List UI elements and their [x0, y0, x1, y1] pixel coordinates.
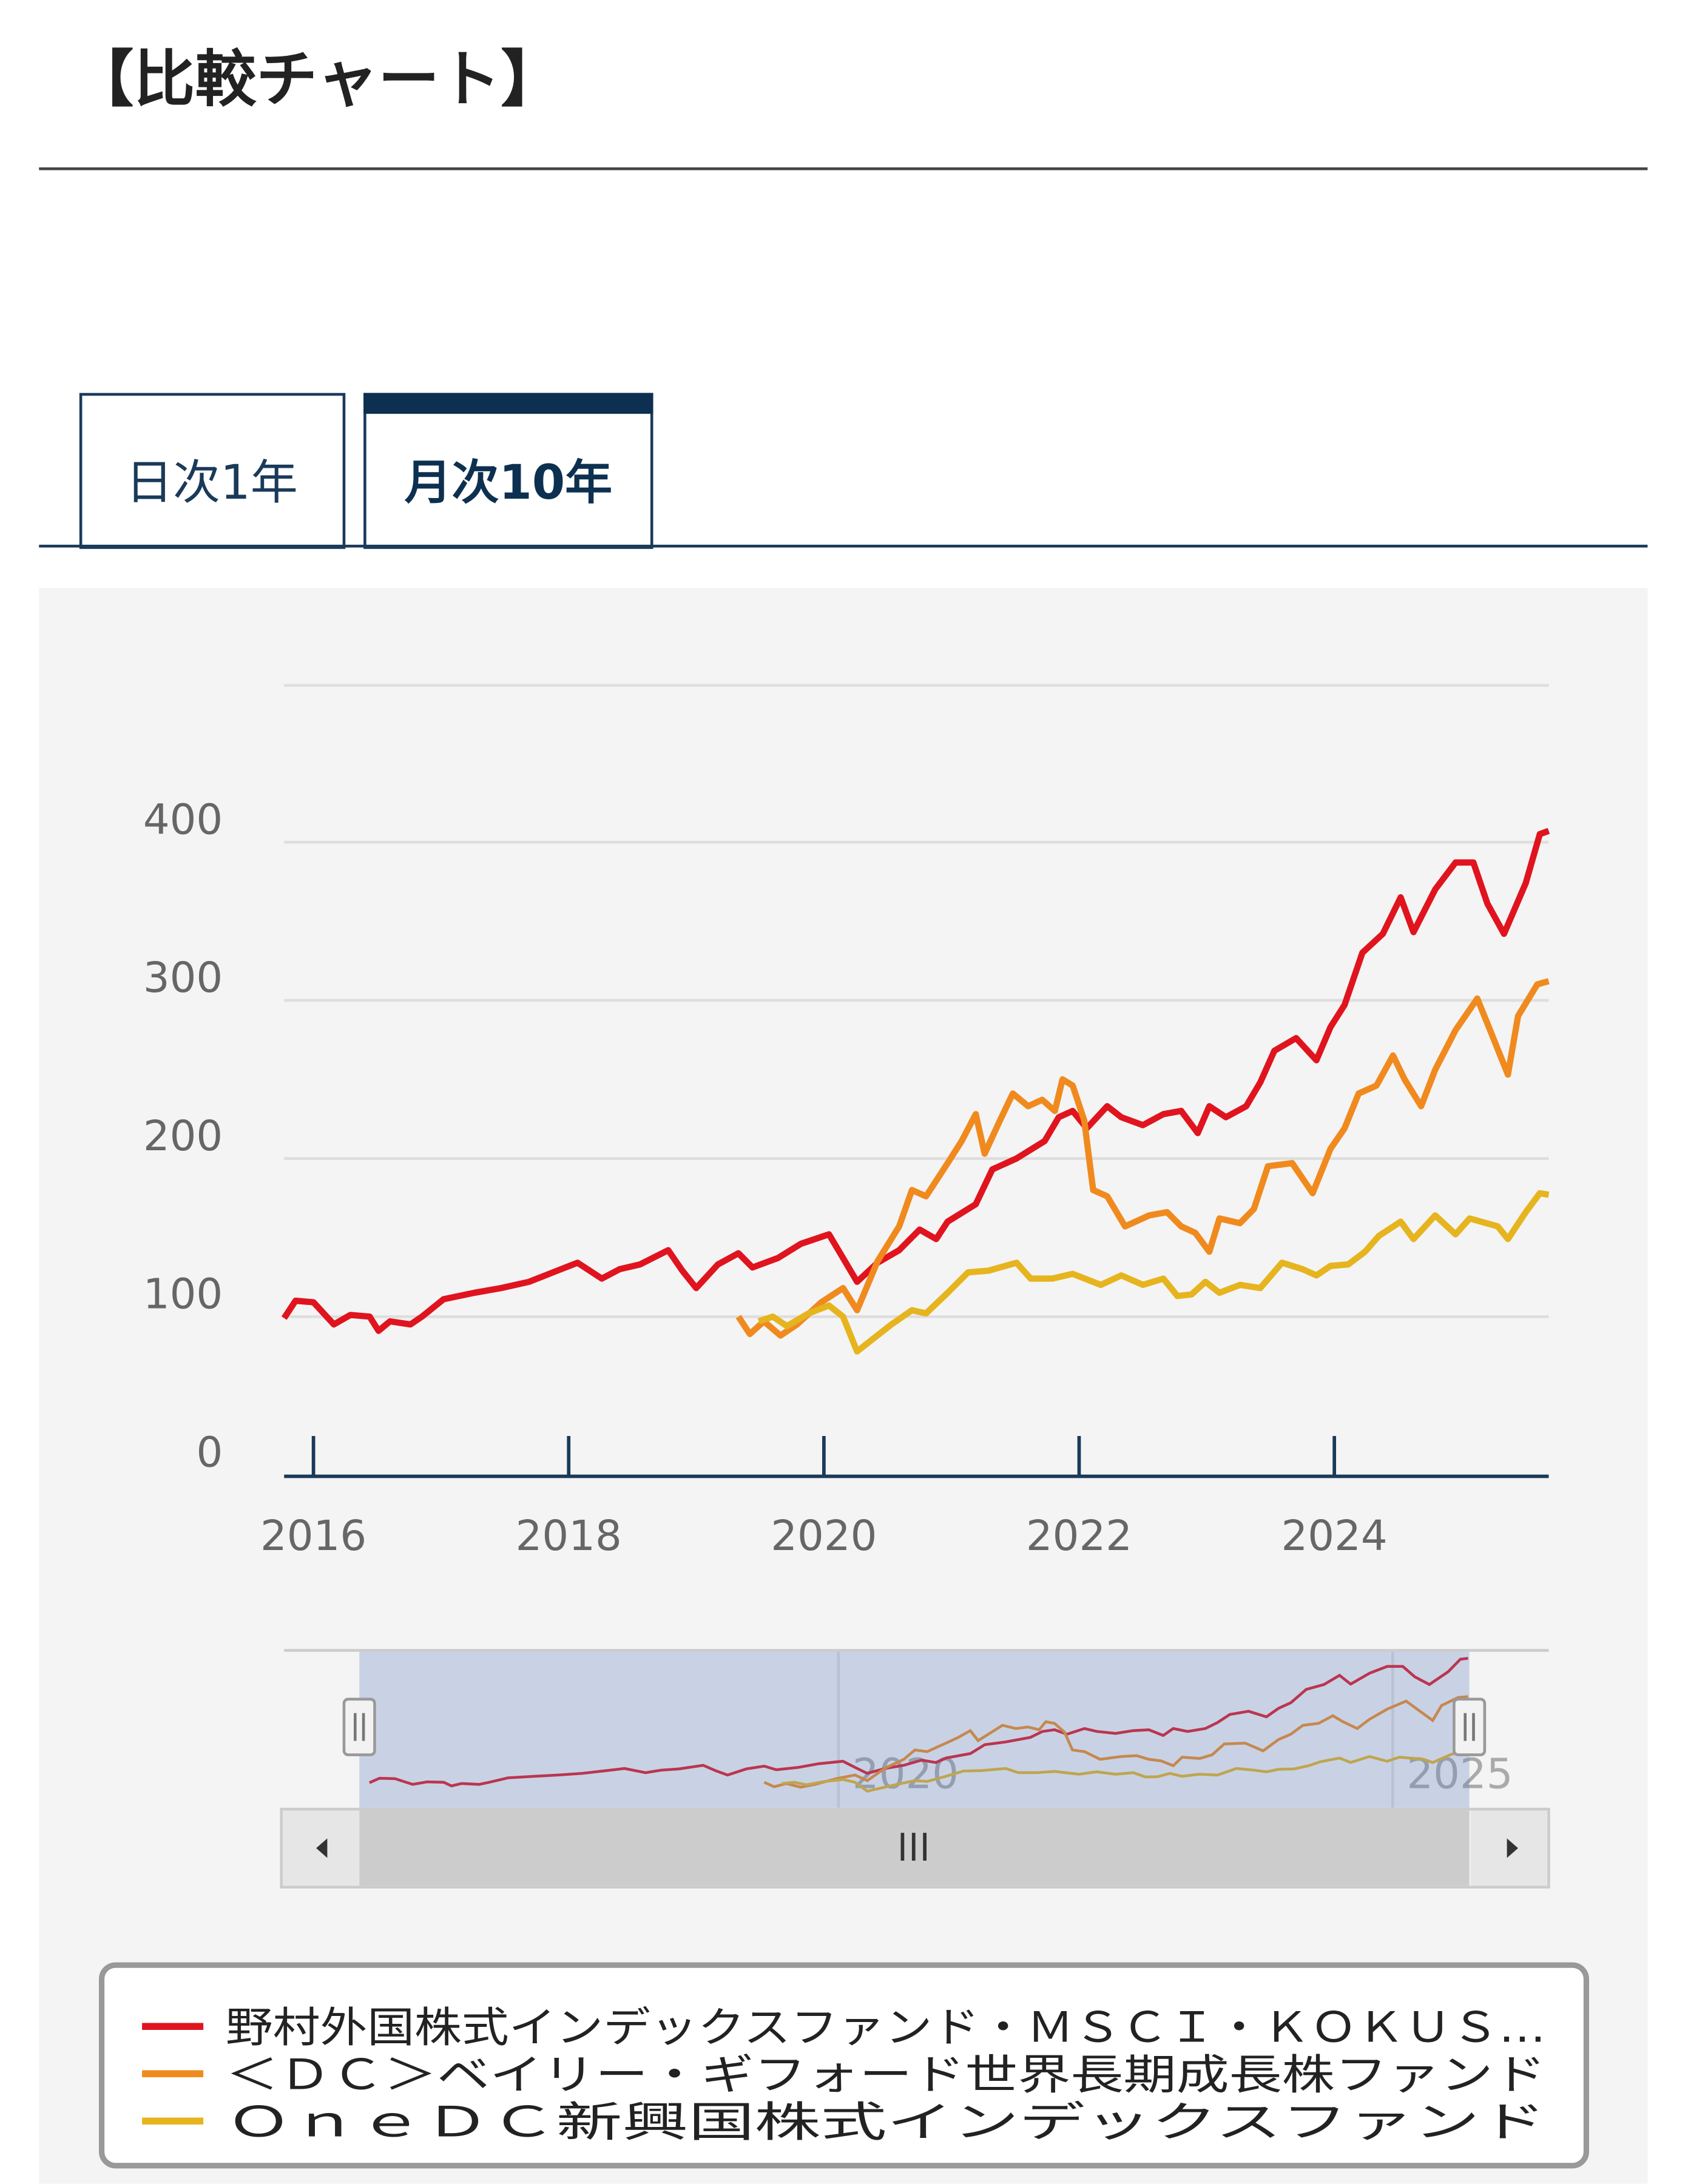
navigator-mask[interactable] — [359, 1651, 1470, 1808]
navigator-line — [782, 1749, 1468, 1793]
tab-label[interactable]: 月次10年 — [404, 456, 612, 510]
series-line — [735, 978, 1550, 1339]
legend — [98, 1962, 1590, 2169]
navigator-line — [369, 1657, 1468, 1788]
tab[interactable]: 日次1年 — [79, 393, 346, 549]
navigator-handle[interactable] — [342, 1697, 376, 1756]
x-tick-label: 2024 — [1281, 1512, 1388, 1560]
navigator-line — [763, 1695, 1468, 1789]
legend-label: ＜ＤＣ＞ベイリー・ギフォード世界長期成長株ファンド — [226, 2051, 1546, 2099]
y-tick-label: 0 — [196, 1428, 223, 1477]
navigator-selection[interactable] — [342, 1651, 1487, 1808]
x-tick-label: 2020 — [771, 1512, 877, 1560]
y-tick-label: 200 — [143, 1112, 223, 1161]
y-tick-label: 100 — [143, 1270, 223, 1319]
y-tick-label: 300 — [143, 954, 223, 1002]
grid: 0 100 200 300 400 2016 2018 2020 2022 2024 — [143, 684, 1549, 1560]
legend-label: 野村外国株式インデックスファンド・ＭＳＣＩ・ＫＯＫＵＳ… — [226, 2003, 1546, 2052]
scrollbar-grip — [900, 1833, 927, 1861]
tab-indicator — [363, 393, 653, 414]
series-line — [757, 1190, 1550, 1355]
chart-panel — [39, 588, 1648, 2184]
x-tick-label: 2022 — [1026, 1512, 1132, 1560]
series-line — [281, 827, 1550, 1334]
scrollbar[interactable] — [280, 1807, 1550, 1889]
tab-active[interactable]: 月次10年 — [363, 393, 653, 549]
x-tick-label: 2018 — [516, 1512, 622, 1560]
handle-grip — [1463, 1713, 1475, 1741]
navigator: 20202025 — [284, 1649, 1549, 1808]
navigator-handle[interactable] — [1453, 1697, 1487, 1756]
legend-items: 野村外国株式インデックスファンド・ＭＳＣＩ・ＫＯＫＵＳ…＜ＤＣ＞ベイリー・ギフォ… — [142, 2003, 1546, 2147]
tab-label[interactable]: 日次1年 — [126, 456, 298, 510]
y-tick-label: 400 — [143, 795, 223, 844]
arrow-right — [1507, 1838, 1518, 1858]
legend-label: ＯｎｅＤＣ新興国株式インデックスファンド — [226, 2098, 1546, 2147]
page-title: 【比較チャート】 — [72, 44, 562, 115]
arrow-left — [316, 1838, 328, 1858]
plot — [281, 827, 1550, 1355]
tab-box[interactable] — [363, 393, 653, 549]
x-tick-label: 2016 — [260, 1512, 366, 1560]
handle-grip — [354, 1713, 365, 1741]
